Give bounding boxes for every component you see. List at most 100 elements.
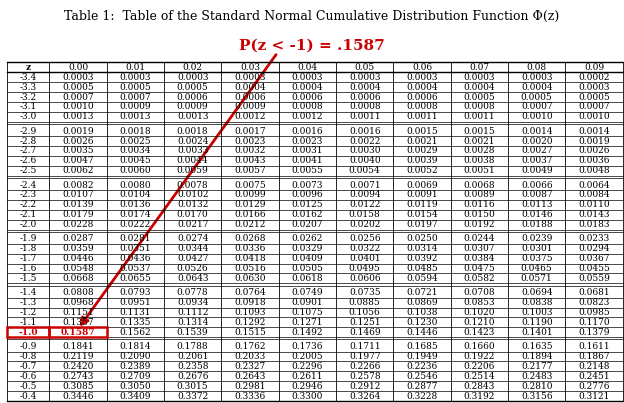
- Text: 0.0217: 0.0217: [177, 220, 208, 229]
- Text: 0.0010: 0.0010: [578, 112, 610, 121]
- Text: 0.0853: 0.0853: [464, 298, 495, 307]
- Text: 0.0034: 0.0034: [120, 146, 151, 156]
- Text: 0.0020: 0.0020: [521, 137, 552, 145]
- Text: 0.0013: 0.0013: [62, 112, 94, 121]
- Text: 0.0287: 0.0287: [62, 235, 94, 243]
- Text: 0.1949: 0.1949: [406, 352, 438, 361]
- Text: 0.0004: 0.0004: [234, 83, 266, 91]
- Text: 0.0005: 0.0005: [578, 93, 610, 102]
- Text: 0.0006: 0.0006: [177, 93, 208, 102]
- Text: 0.2061: 0.2061: [177, 352, 208, 361]
- Text: 0.06: 0.06: [412, 63, 432, 72]
- Text: -2.9: -2.9: [20, 127, 37, 136]
- Text: 0.0071: 0.0071: [349, 181, 381, 189]
- Text: 0.1038: 0.1038: [406, 308, 438, 317]
- Text: -3.0: -3.0: [20, 112, 37, 121]
- Text: 0.0113: 0.0113: [521, 200, 552, 209]
- Text: 0.0968: 0.0968: [62, 298, 94, 307]
- Text: 0.0559: 0.0559: [578, 274, 610, 283]
- Text: 0.0136: 0.0136: [120, 200, 151, 209]
- Text: 0.2033: 0.2033: [235, 352, 266, 361]
- Text: 0.0192: 0.0192: [464, 220, 495, 229]
- Text: -0.7: -0.7: [20, 362, 37, 371]
- Text: z: z: [26, 63, 31, 72]
- Text: 0.0043: 0.0043: [234, 156, 266, 165]
- Text: 0.0059: 0.0059: [177, 166, 208, 175]
- Text: 0.0274: 0.0274: [177, 235, 208, 243]
- Text: 0.0244: 0.0244: [464, 235, 495, 243]
- Text: 0.0033: 0.0033: [177, 146, 208, 156]
- Text: 0.0089: 0.0089: [464, 190, 495, 199]
- Text: 0.0015: 0.0015: [406, 127, 438, 136]
- Text: 0.0014: 0.0014: [578, 127, 610, 136]
- Text: 0.3015: 0.3015: [177, 382, 208, 391]
- Text: 0.0028: 0.0028: [464, 146, 495, 156]
- Text: 0.2177: 0.2177: [521, 362, 552, 371]
- Text: 0.0495: 0.0495: [349, 264, 381, 273]
- Text: -1.8: -1.8: [20, 244, 37, 253]
- Text: 0.2578: 0.2578: [349, 372, 381, 381]
- Text: 0.0307: 0.0307: [464, 244, 495, 253]
- Text: 0.0027: 0.0027: [521, 146, 552, 156]
- Text: 0.0005: 0.0005: [521, 93, 553, 102]
- Text: 0.0018: 0.0018: [120, 127, 151, 136]
- Text: 0.1401: 0.1401: [521, 328, 552, 337]
- Text: 0.0170: 0.0170: [177, 210, 208, 219]
- Text: 0.0003: 0.0003: [578, 83, 610, 91]
- Text: 0.0174: 0.0174: [120, 210, 151, 219]
- Text: 0.1230: 0.1230: [406, 318, 438, 327]
- Text: 0.0107: 0.0107: [62, 190, 94, 199]
- Text: 0.1271: 0.1271: [291, 318, 323, 327]
- Text: 0.0019: 0.0019: [62, 127, 94, 136]
- Text: -3.1: -3.1: [20, 102, 37, 112]
- Text: 0.03: 0.03: [240, 63, 260, 72]
- Text: 0.0446: 0.0446: [62, 254, 94, 263]
- Text: 0.0139: 0.0139: [62, 200, 94, 209]
- Text: 0.0721: 0.0721: [406, 288, 438, 297]
- Text: 0.2611: 0.2611: [291, 372, 323, 381]
- Text: 0.0003: 0.0003: [521, 73, 552, 82]
- Text: 0.0008: 0.0008: [464, 102, 495, 112]
- Text: 0.3228: 0.3228: [406, 392, 437, 401]
- Text: 0.0505: 0.0505: [291, 264, 323, 273]
- Text: 0.0073: 0.0073: [291, 181, 323, 189]
- Text: 0.09: 0.09: [584, 63, 604, 72]
- Text: 0.3336: 0.3336: [235, 392, 266, 401]
- Text: 0.3446: 0.3446: [62, 392, 94, 401]
- Text: 0.0250: 0.0250: [406, 235, 438, 243]
- Text: 0.0068: 0.0068: [464, 181, 495, 189]
- Text: 0.0749: 0.0749: [291, 288, 323, 297]
- Text: 0.2389: 0.2389: [120, 362, 151, 371]
- Text: 0.0455: 0.0455: [578, 264, 610, 273]
- Text: 0.0031: 0.0031: [291, 146, 323, 156]
- Text: 0.0052: 0.0052: [406, 166, 438, 175]
- Text: 0.0188: 0.0188: [521, 220, 552, 229]
- Text: 0.0606: 0.0606: [349, 274, 381, 283]
- Text: 0.0162: 0.0162: [291, 210, 323, 219]
- Text: 0.1292: 0.1292: [235, 318, 266, 327]
- Text: -3.4: -3.4: [20, 73, 37, 82]
- Text: 0.0069: 0.0069: [406, 181, 438, 189]
- Text: 0.0003: 0.0003: [406, 73, 438, 82]
- Text: 0.1112: 0.1112: [177, 308, 208, 317]
- Text: 0.0116: 0.0116: [464, 200, 495, 209]
- Text: 0.0023: 0.0023: [235, 137, 266, 145]
- Text: 0.0681: 0.0681: [578, 288, 610, 297]
- Text: 0.0003: 0.0003: [62, 73, 94, 82]
- Text: 0.0668: 0.0668: [62, 274, 94, 283]
- Text: 0.0006: 0.0006: [406, 93, 438, 102]
- Text: 0.0091: 0.0091: [406, 190, 438, 199]
- Text: 0.0268: 0.0268: [234, 235, 266, 243]
- Text: 0.2236: 0.2236: [406, 362, 437, 371]
- Text: 0.0003: 0.0003: [120, 73, 151, 82]
- Text: 0.0256: 0.0256: [349, 235, 381, 243]
- Text: -3.3: -3.3: [20, 83, 37, 91]
- Text: -2.8: -2.8: [20, 137, 37, 145]
- Text: 0.0281: 0.0281: [120, 235, 151, 243]
- Text: 0.2514: 0.2514: [464, 372, 495, 381]
- Text: 0.0004: 0.0004: [406, 83, 438, 91]
- Text: 0.0125: 0.0125: [291, 200, 323, 209]
- Text: -2.7: -2.7: [20, 146, 37, 156]
- Text: 0.0314: 0.0314: [406, 244, 438, 253]
- Text: 0.2206: 0.2206: [464, 362, 495, 371]
